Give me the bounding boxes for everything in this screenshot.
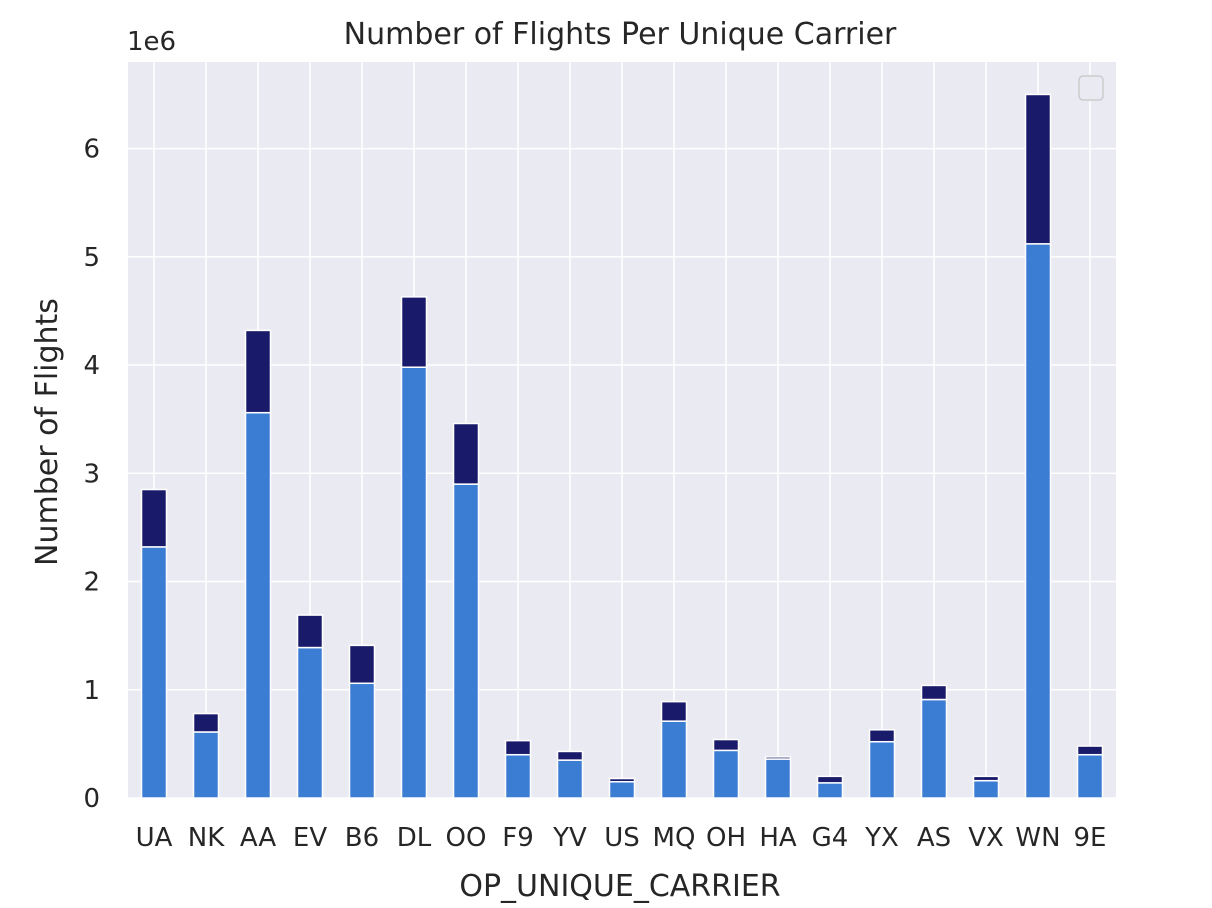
x-tick-label: UA xyxy=(136,823,173,853)
x-axis-label: OP_UNIQUE_CARRIER xyxy=(459,869,780,904)
bar-lower-segment xyxy=(400,366,428,799)
x-tick-label: AS xyxy=(917,823,951,853)
x-tick-label: F9 xyxy=(502,823,534,853)
bar-upper-segment xyxy=(504,739,532,756)
bar-lower-segment xyxy=(660,720,688,799)
bar-upper-segment xyxy=(348,644,376,685)
bar-lower-segment xyxy=(816,782,844,799)
x-tick-label: G4 xyxy=(812,823,849,853)
y-tick-label: 3 xyxy=(83,459,100,489)
bar-lower-segment xyxy=(556,759,584,799)
bar-upper-segment xyxy=(1076,745,1104,756)
legend-box xyxy=(1078,75,1104,101)
bar-lower-segment xyxy=(452,483,480,799)
x-tick-label: US xyxy=(604,823,640,853)
bar-lower-segment xyxy=(244,411,272,799)
bar-lower-segment xyxy=(1024,243,1052,799)
vertical-gridlines xyxy=(153,62,1091,798)
bars xyxy=(140,93,1104,799)
bar-lower-segment xyxy=(712,749,740,799)
x-tick-label: YV xyxy=(552,823,587,853)
x-tick-label: EV xyxy=(293,823,327,853)
bar-upper-segment xyxy=(972,775,1000,782)
bar-lower-segment xyxy=(972,779,1000,799)
x-tick-label: B6 xyxy=(345,823,379,853)
x-tick-label: MQ xyxy=(653,823,696,853)
x-tick-label: NK xyxy=(188,823,225,853)
bar-upper-segment xyxy=(868,729,896,743)
bar-lower-segment xyxy=(348,682,376,799)
bar-lower-segment xyxy=(608,781,636,799)
y-tick-label: 6 xyxy=(83,135,100,165)
bar-upper-segment xyxy=(608,777,636,783)
bar-upper-segment xyxy=(660,700,688,722)
bar-upper-segment xyxy=(816,775,844,784)
bar-lower-segment xyxy=(868,740,896,799)
bar-upper-segment xyxy=(140,488,168,548)
bar-lower-segment xyxy=(764,758,792,799)
y-tick-label: 4 xyxy=(83,351,100,381)
bar-upper-segment xyxy=(1024,93,1052,245)
x-tick-labels: UA NK AA EV B6 DL OO F9 YV US MQ OH HA G4 YX AS VX WN 9E xyxy=(136,823,1107,853)
bar-upper-segment xyxy=(920,684,948,701)
bar-lower-segment xyxy=(504,753,532,799)
y-tick-label: 5 xyxy=(83,243,100,273)
x-tick-label: 9E xyxy=(1074,823,1107,853)
x-tick-label: WN xyxy=(1015,823,1060,853)
bar-lower-segment xyxy=(192,731,220,799)
bar-lower-segment xyxy=(140,546,168,799)
x-tick-label: YX xyxy=(864,823,899,853)
bar-upper-segment xyxy=(556,750,584,761)
x-tick-label: OH xyxy=(706,823,746,853)
bar-lower-segment xyxy=(1076,753,1104,799)
y-tick-labels: 0 1 2 3 4 5 6 xyxy=(83,135,100,814)
y-offset-label: 1e6 xyxy=(127,27,176,57)
bar-upper-segment xyxy=(244,329,272,414)
bar-upper-segment xyxy=(192,712,220,733)
bar-lower-segment xyxy=(920,698,948,799)
y-axis-label: Number of Flights xyxy=(30,298,65,566)
x-tick-label: AA xyxy=(240,823,277,853)
y-tick-label: 0 xyxy=(83,784,100,814)
bar-upper-segment xyxy=(400,296,428,368)
chart-title: Number of Flights Per Unique Carrier xyxy=(344,17,897,52)
x-tick-label: HA xyxy=(759,823,797,853)
bar-upper-segment xyxy=(296,614,324,649)
bar-upper-segment xyxy=(712,738,740,752)
y-tick-label: 2 xyxy=(83,568,100,598)
x-tick-label: OO xyxy=(446,823,487,853)
bar-upper-segment xyxy=(452,422,480,485)
x-tick-label: VX xyxy=(968,823,1004,853)
x-tick-label: DL xyxy=(397,823,432,853)
bar-lower-segment xyxy=(296,646,324,799)
horizontal-gridlines xyxy=(128,147,1116,799)
bar-upper-segment xyxy=(764,756,792,760)
y-tick-label: 1 xyxy=(83,676,100,706)
